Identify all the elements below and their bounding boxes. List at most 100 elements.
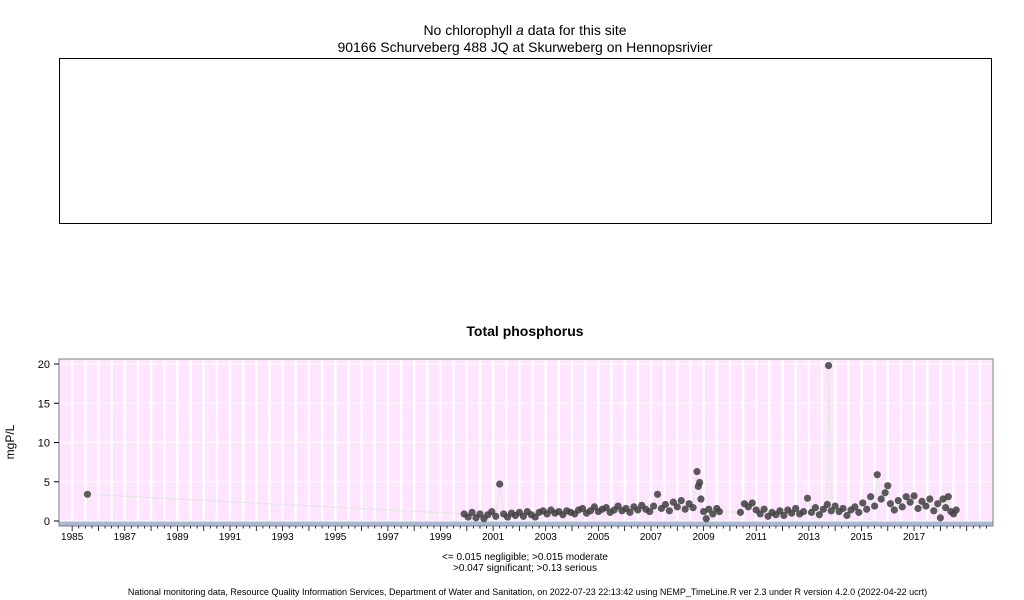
data-point	[867, 493, 875, 501]
x-tick-label: 1997	[377, 532, 400, 543]
x-tick-label: 2007	[640, 532, 663, 543]
message-prefix: No chlorophyll	[423, 22, 513, 38]
data-point	[673, 503, 681, 511]
data-point	[736, 508, 745, 516]
data-point	[519, 512, 527, 520]
data-point	[936, 514, 944, 522]
x-tick-label: 2005	[587, 532, 610, 543]
no-data-message: No chlorophyll a data for this site	[0, 22, 1024, 38]
data-point	[914, 504, 922, 513]
data-point	[531, 513, 539, 521]
threshold-legend-line1: <= 0.015 negligible; >0.015 moderate	[442, 552, 608, 563]
data-point	[843, 511, 851, 520]
data-point	[602, 504, 610, 512]
message-italic: a	[516, 22, 524, 38]
data-point	[590, 503, 599, 511]
data-point	[839, 504, 847, 513]
data-point	[803, 494, 812, 502]
axis-layer: 0 5 10 15 20 1985 1987 1989 1991 1993 1995 1997 1999…	[38, 358, 994, 543]
x-tick-label: 2009	[692, 532, 715, 543]
data-point	[464, 513, 472, 521]
data-point	[697, 495, 705, 503]
data-point	[792, 504, 800, 513]
y-tick-label: 15	[38, 398, 50, 410]
y-axis-label: mgP/L	[3, 424, 17, 459]
threshold-legend-line2: >0.047 significant; >0.13 serious	[453, 563, 597, 574]
data-point	[827, 507, 835, 515]
data-point	[681, 505, 689, 513]
data-point	[492, 512, 500, 520]
data-point	[496, 480, 504, 488]
data-point	[705, 505, 713, 513]
x-tick-label: 1999	[429, 532, 452, 543]
data-point	[811, 504, 820, 512]
data-point	[665, 507, 673, 515]
data-point	[709, 510, 717, 518]
data-point	[855, 508, 863, 516]
x-tick-label: 1991	[219, 532, 242, 543]
data-point	[926, 495, 934, 503]
data-point	[894, 496, 902, 505]
data-point	[650, 502, 658, 510]
x-tick-label: 1993	[272, 532, 295, 543]
y-tick-label: 5	[44, 477, 50, 489]
data-point	[934, 500, 942, 508]
baseline-band-layer	[59, 521, 993, 526]
data-point	[898, 503, 906, 511]
data-point	[756, 510, 764, 518]
data-point	[942, 504, 950, 512]
x-tick-label: 2017	[903, 532, 926, 543]
data-point	[871, 502, 879, 510]
data-point	[799, 507, 808, 516]
data-point	[614, 502, 622, 510]
x-tick-label: 2001	[482, 532, 505, 543]
data-point	[873, 471, 881, 479]
data-point	[877, 495, 885, 503]
data-point	[661, 500, 670, 509]
data-point	[906, 498, 914, 506]
footer-note: National monitoring data, Resource Quali…	[127, 587, 928, 597]
x-tick-label: 2013	[798, 532, 821, 543]
x-tick-label: 1985	[61, 532, 84, 543]
data-point	[669, 498, 677, 506]
data-point	[952, 506, 960, 514]
data-point	[702, 515, 710, 523]
data-point	[824, 361, 833, 370]
y-tick-label: 0	[44, 516, 50, 528]
data-point	[851, 503, 859, 511]
data-point	[886, 500, 894, 508]
data-point	[815, 511, 823, 519]
message-suffix: data for this site	[527, 22, 627, 38]
data-point	[881, 489, 889, 497]
data-point	[693, 467, 701, 476]
data-point	[677, 496, 685, 505]
data-point	[626, 508, 634, 516]
data-point	[646, 507, 654, 516]
data-point	[715, 507, 723, 516]
data-point	[890, 506, 898, 514]
threshold-band	[59, 521, 993, 526]
x-tick-label: 1989	[166, 532, 189, 543]
data-point	[910, 492, 918, 500]
site-title: 90166 Schurveberg 488 JQ at Skurweberg o…	[337, 39, 713, 55]
x-tick-label: 2011	[745, 532, 767, 543]
data-point	[807, 508, 816, 516]
data-point	[468, 508, 476, 516]
y-tick-label: 10	[38, 438, 50, 450]
data-point	[83, 490, 92, 498]
data-point-layer	[83, 361, 960, 523]
data-point	[780, 511, 788, 520]
data-point	[788, 509, 796, 517]
data-point	[831, 502, 839, 510]
data-point	[859, 499, 867, 507]
x-tick-label: 2003	[535, 532, 558, 543]
empty-chlorophyll-panel	[59, 58, 992, 224]
data-point	[930, 507, 938, 515]
data-point	[922, 502, 930, 510]
data-point	[918, 497, 926, 505]
data-point	[863, 505, 871, 513]
data-point	[488, 507, 496, 516]
chart-title: Total phosphorus	[466, 323, 584, 339]
data-point	[776, 507, 784, 515]
x-tick-label: 1987	[114, 532, 137, 543]
